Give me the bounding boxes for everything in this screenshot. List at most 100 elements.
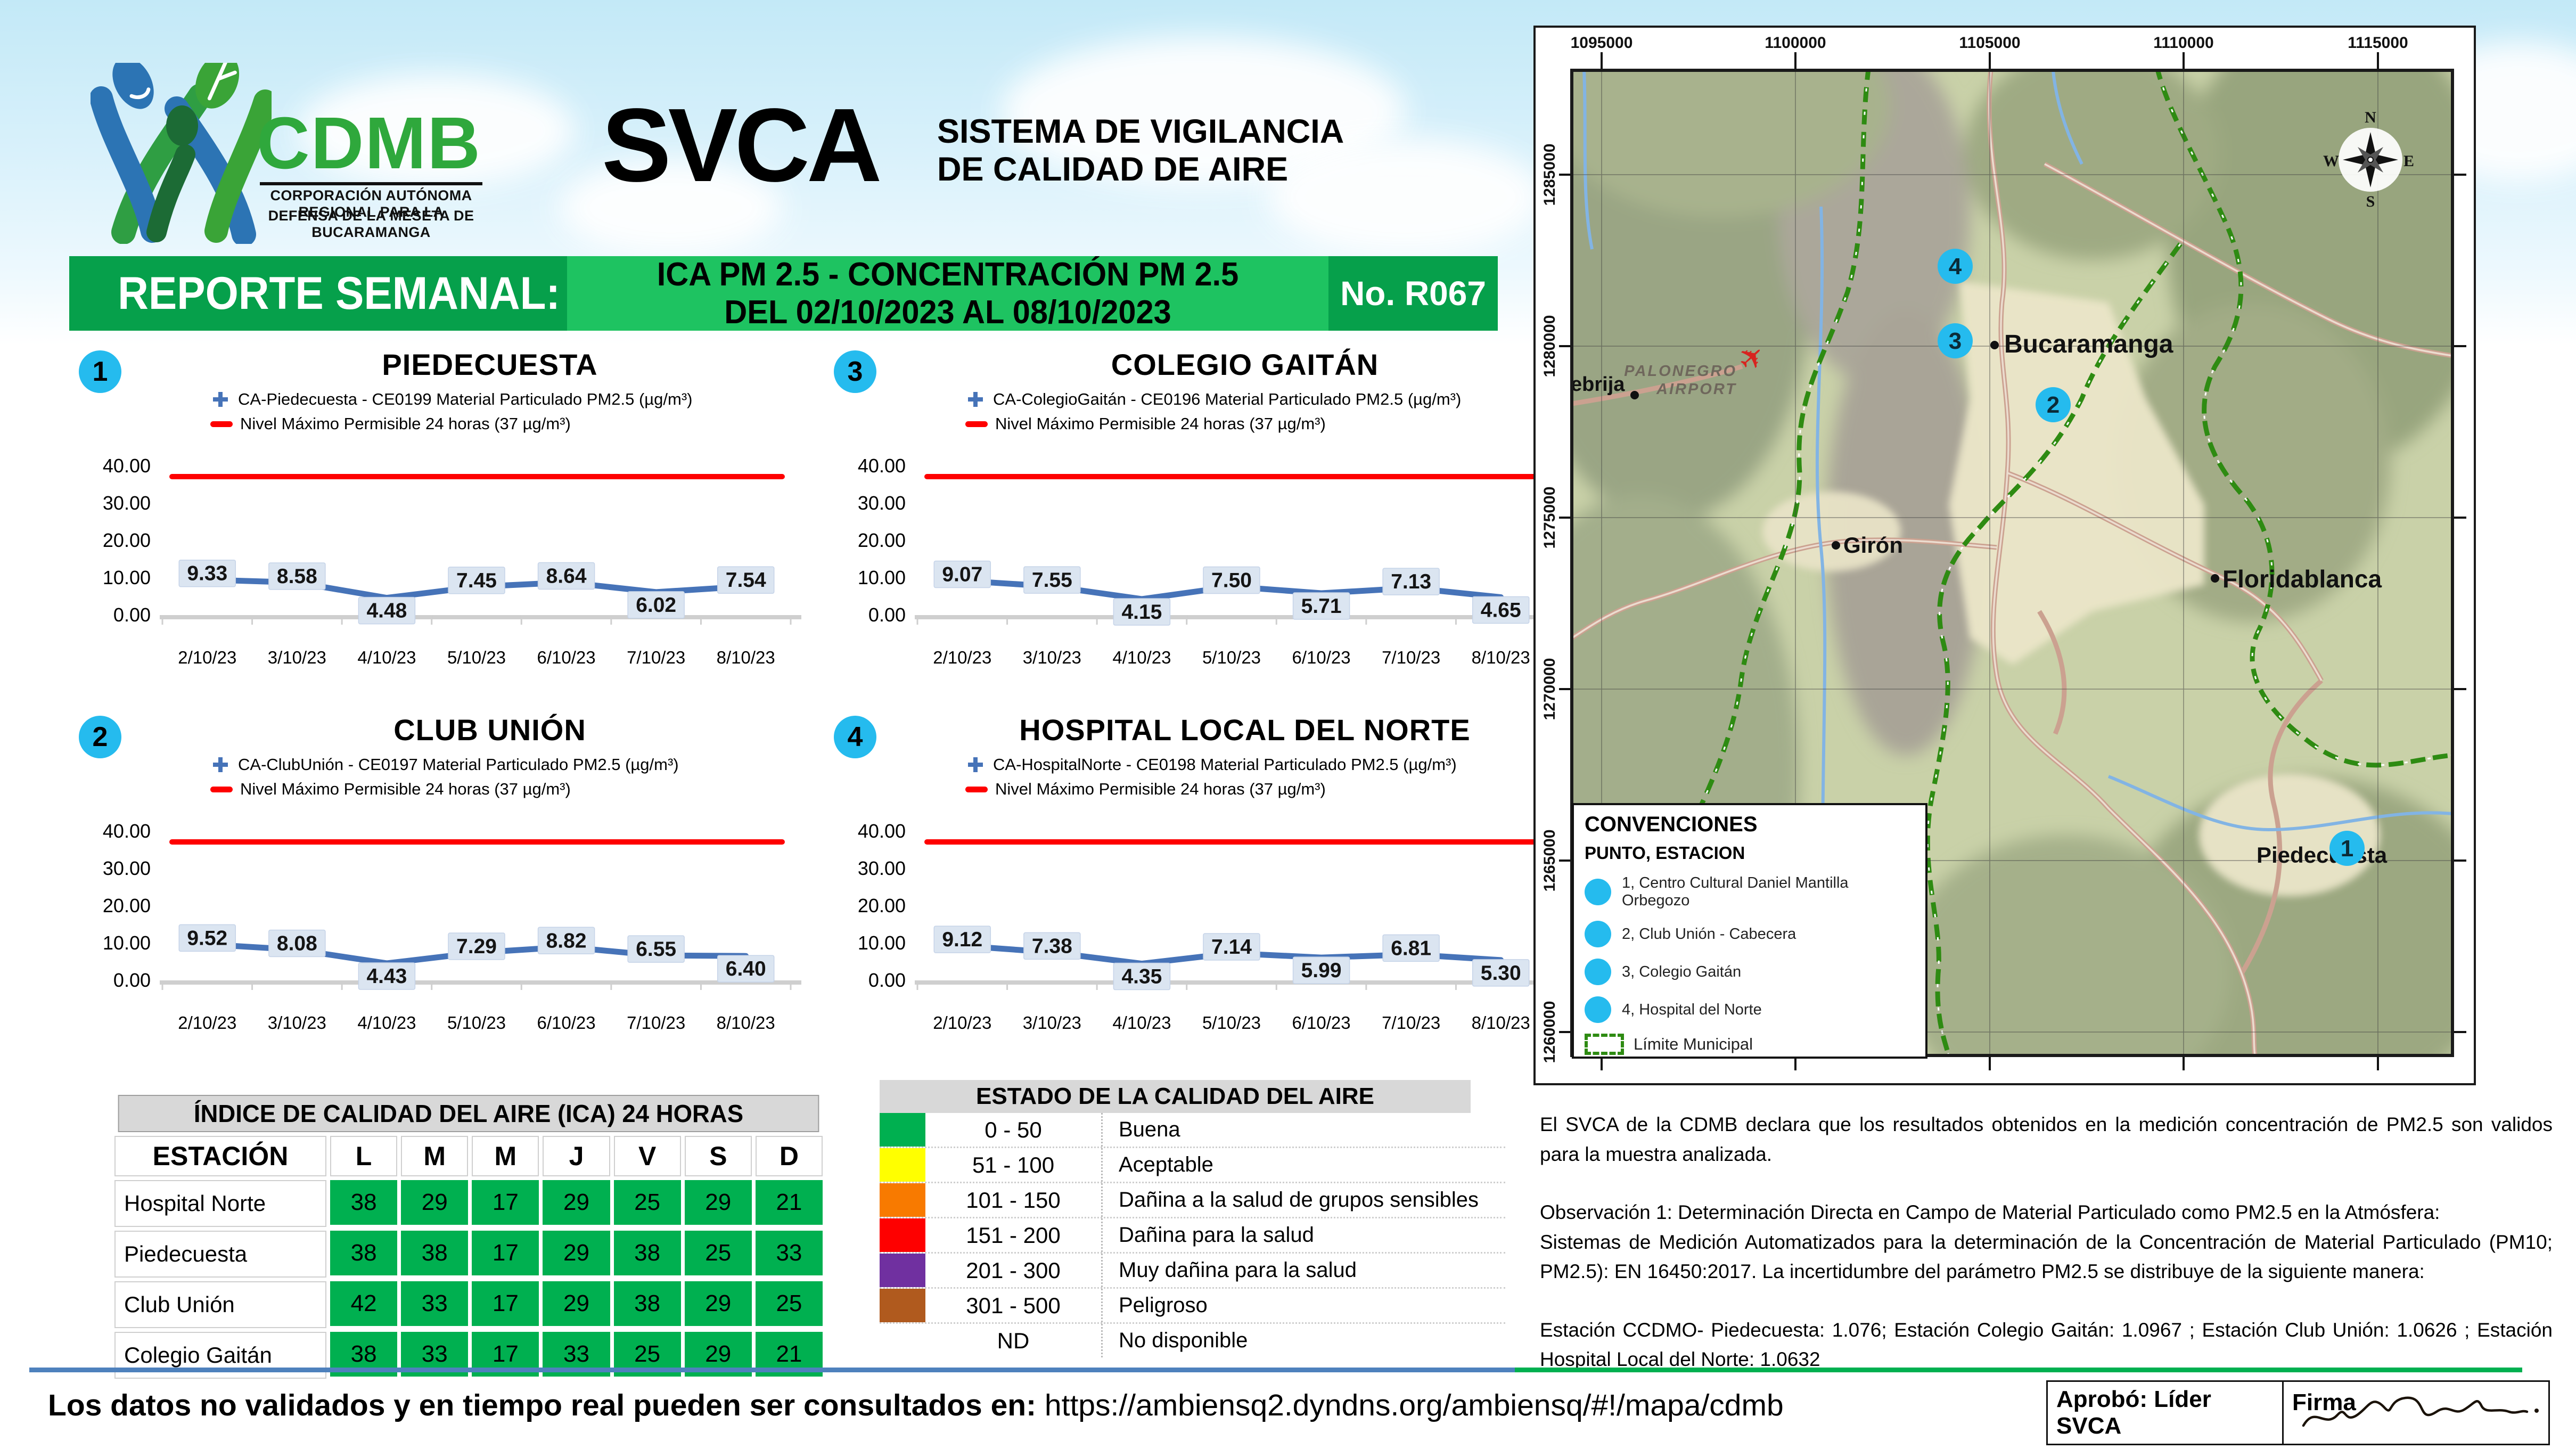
svg-text:4/10/23: 4/10/23	[357, 648, 416, 667]
page-subtitle-line1: SISTEMA DE VIGILANCIA	[937, 113, 1344, 150]
ica-table-title: ÍNDICE DE CALIDAD DEL AIRE (ICA) 24 HORA…	[118, 1095, 819, 1132]
cloud	[559, 160, 783, 256]
svg-text:6.55: 6.55	[636, 938, 676, 961]
map-legend-limit: Límite Municipal	[1585, 1034, 1915, 1055]
legend-limit-row: Nivel Máximo Permisible 24 horas (37 µg/…	[965, 780, 1457, 799]
report-number-label: No. R067	[1340, 274, 1486, 313]
ica-value-cell: 38	[613, 1231, 681, 1275]
legend-series-row: CA-Piedecuesta - CE0199 Material Particu…	[210, 390, 692, 409]
banner-center-line1: ICA PM 2.5 - CONCENTRACIÓN PM 2.5	[657, 256, 1239, 293]
estado-label: Dañina para la salud	[1101, 1218, 1505, 1252]
svg-text:8/10/23: 8/10/23	[1472, 1013, 1530, 1033]
estado-color-swatch-icon	[880, 1218, 925, 1252]
svg-text:3/10/23: 3/10/23	[1023, 648, 1081, 667]
estado-color-swatch-icon	[880, 1289, 925, 1322]
note-uncertainty: Estación CCDMO- Piedecuesta: 1.076; Esta…	[1540, 1319, 2553, 1371]
map-axis-label-x: 1095000	[1571, 34, 1633, 52]
footer-note-prefix: Los datos no validados y en tiempo real …	[48, 1388, 1037, 1422]
map-axis-label-y: 1280000	[1541, 315, 1558, 378]
svg-text:20.00: 20.00	[858, 895, 906, 916]
svg-text:30.00: 30.00	[858, 492, 906, 514]
ica-value-cell: 38	[330, 1180, 398, 1225]
signature-label: Firma	[2292, 1389, 2356, 1415]
svg-text:1: 1	[2341, 836, 2353, 862]
svg-text:8.82: 8.82	[546, 929, 587, 952]
line-plot: 40.00 30.00 20.00 10.00 0.00 9.52 8.08 4.43 7.29…	[103, 820, 801, 1033]
svg-text:4: 4	[1949, 253, 1962, 280]
estado-table-title: ESTADO DE LA CALIDAD DEL AIRE	[880, 1080, 1471, 1113]
series-marker-icon	[968, 757, 983, 772]
svg-text:4.35: 4.35	[1121, 965, 1162, 988]
svg-text:7.54: 7.54	[726, 569, 766, 592]
map-legend-item-label: 2, Club Unión - Cabecera	[1622, 925, 1796, 943]
svg-text:9.52: 9.52	[187, 927, 227, 949]
svg-text:8/10/23: 8/10/23	[717, 1013, 775, 1033]
ica-value-cell: 33	[401, 1281, 469, 1326]
svg-text:40.00: 40.00	[103, 455, 151, 477]
chart-piedecuesta: 1 PIEDECUESTA CA-Piedecuesta - CE0199 Mate…	[75, 337, 831, 705]
estado-label: Muy dañina para la salud	[1101, 1254, 1505, 1287]
svg-text:0.00: 0.00	[868, 604, 906, 626]
map-legend-item: 1, Centro Cultural Daniel Mantilla Orbeg…	[1585, 874, 1915, 910]
station-dot-icon	[1585, 996, 1611, 1023]
series-marker-icon	[213, 757, 228, 772]
chart-title: PIEDECUESTA	[382, 348, 598, 381]
chart-colegio-gaitan: 3 COLEGIO GAITÁN CA-ColegioGaitán - CE0196…	[830, 337, 1586, 705]
ica-col-header-day: L	[330, 1136, 398, 1176]
ica-table: ÍNDICE DE CALIDAD DEL AIRE (ICA) 24 HORA…	[114, 1095, 823, 1379]
estado-row: ND No disponible	[880, 1324, 1505, 1357]
estado-row: 201 - 300 Muy dañina para la salud	[880, 1254, 1505, 1289]
estado-range: 301 - 500	[966, 1292, 1061, 1318]
ica-station-name: Club Unión	[114, 1281, 326, 1328]
estado-row: 101 - 150 Dañina a la salud de grupos sen…	[880, 1183, 1505, 1218]
cloud	[298, 75, 575, 186]
chart-title: HOSPITAL LOCAL DEL NORTE	[1019, 713, 1471, 747]
limit-marker-icon	[965, 421, 988, 427]
svg-text:30.00: 30.00	[103, 857, 151, 879]
svg-text:40.00: 40.00	[858, 455, 906, 477]
chart-title: CLUB UNIÓN	[393, 713, 586, 747]
svg-text:4.65: 4.65	[1481, 599, 1521, 621]
estado-row: 51 - 100 Aceptable	[880, 1148, 1505, 1183]
ica-col-header-day: J	[543, 1136, 610, 1176]
svg-text:6/10/23: 6/10/23	[1292, 1013, 1351, 1033]
svg-text:0.00: 0.00	[868, 969, 906, 991]
ica-value-cell: 29	[543, 1180, 610, 1225]
legend-limit-row: Nivel Máximo Permisible 24 horas (37 µg/…	[965, 414, 1461, 433]
svg-text:6/10/23: 6/10/23	[537, 648, 596, 667]
svg-text:8.08: 8.08	[277, 932, 317, 955]
svg-text:20.00: 20.00	[103, 529, 151, 551]
ica-col-header-day: D	[755, 1136, 823, 1176]
svg-text:7/10/23: 7/10/23	[627, 648, 685, 667]
limit-marker-icon	[965, 786, 988, 792]
signature-cell: Firma	[2284, 1382, 2548, 1444]
ica-value-cell: 17	[472, 1231, 539, 1275]
svg-text:7/10/23: 7/10/23	[1382, 1013, 1440, 1033]
approved-by-label: Aprobó: Líder SVCA	[2048, 1382, 2284, 1444]
limit-marker-icon	[210, 786, 233, 792]
legend-series-row: CA-HospitalNorte - CE0198 Material Parti…	[965, 755, 1457, 774]
map-axis-label-y: 1285000	[1541, 144, 1558, 206]
ica-col-header-day: M	[472, 1136, 539, 1176]
legend-series-row: CA-ColegioGaitán - CE0196 Material Parti…	[965, 390, 1461, 409]
estado-label: No disponible	[1101, 1324, 1505, 1357]
map-legend-title: CONVENCIONES	[1585, 813, 1758, 836]
map-legend-item-label: 1, Centro Cultural Daniel Mantilla Orbeg…	[1622, 874, 1849, 909]
logo-caption-1: CORPORACIÓN AUTÓNOMA REGIONAL PARA LA	[270, 187, 472, 220]
svg-text:7.50: 7.50	[1211, 569, 1252, 592]
svg-text:20.00: 20.00	[103, 895, 151, 916]
series-legend-label: CA-HospitalNorte - CE0198 Material Parti…	[993, 755, 1457, 774]
map-axis-label-y: 1260000	[1541, 1001, 1558, 1063]
chart-hospital-norte: 4 HOSPITAL LOCAL DEL NORTE CA-HospitalNort…	[830, 702, 1586, 1070]
station-marker	[1938, 323, 1973, 358]
map-city-label: Floridablanca	[2222, 565, 2382, 593]
municipal-limit-swatch-icon	[1585, 1034, 1624, 1055]
map-axis-label-x: 1115000	[2348, 34, 2408, 52]
map-axis-label-y: 1270000	[1541, 658, 1558, 721]
ica-value-cell: 38	[330, 1231, 398, 1275]
ica-station-name: Colegio Gaitán	[114, 1332, 326, 1379]
svg-text:7.13: 7.13	[1391, 570, 1431, 593]
estado-range: 201 - 300	[966, 1257, 1061, 1283]
ica-value-cell: 17	[472, 1281, 539, 1326]
map-legend-item-label: 4, Hospital del Norte	[1622, 1001, 1762, 1018]
